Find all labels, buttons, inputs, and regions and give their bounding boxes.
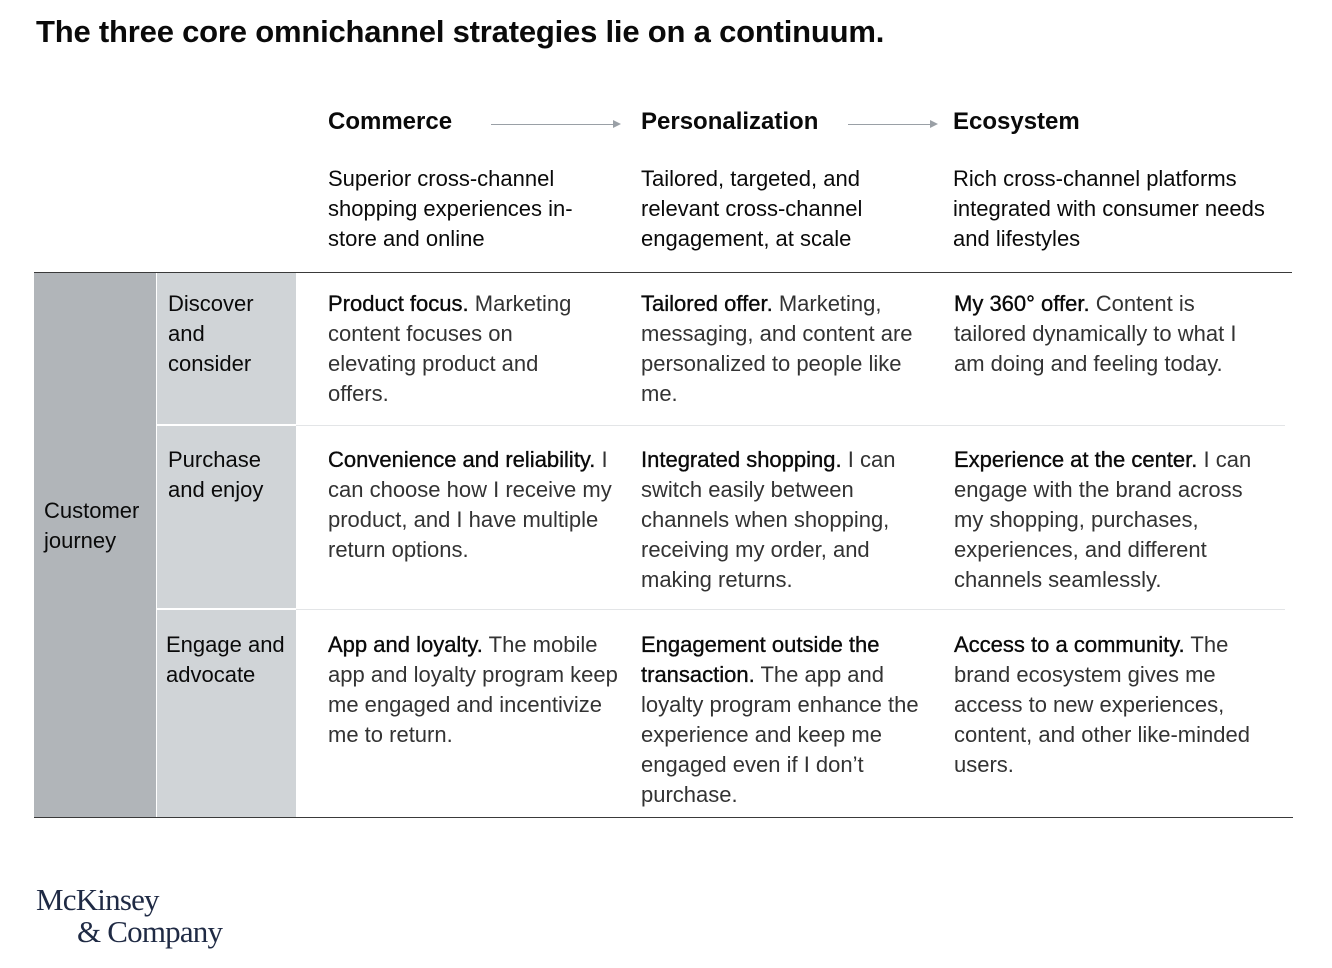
journey-band	[34, 273, 156, 817]
column-heading-ecosystem: Ecosystem	[953, 108, 1080, 135]
cell-purchase-commerce: Convenience and reliability. I can choos…	[328, 447, 612, 562]
column-description-ecosystem: Rich cross-channel platforms integrated …	[953, 166, 1265, 251]
table-bottom-rule	[34, 817, 1293, 818]
cell-discover-personalization: Tailored offer. Marketing, messaging, an…	[641, 291, 913, 406]
column-heading-commerce: Commerce	[328, 108, 453, 135]
logo-line-1: McKinsey	[36, 882, 160, 917]
column-description-commerce: Superior cross-channel shopping experien…	[328, 166, 573, 251]
cell-discover-commerce: Product focus. Marketing content focuses…	[328, 291, 572, 406]
table-top-rule	[34, 272, 1292, 273]
customer-journey-label: Customer journey	[44, 498, 140, 553]
cell-engage-ecosystem: Access to a community. The brand ecosyst…	[954, 632, 1250, 777]
stage-divider	[157, 608, 296, 610]
row-divider	[296, 425, 1285, 426]
column-heading-personalization: Personalization	[641, 108, 819, 135]
row-divider	[296, 609, 1285, 610]
column-description-personalization: Tailored, targeted, and relevant cross-c…	[641, 166, 863, 251]
cell-purchase-ecosystem: Experience at the center. I can engage w…	[954, 447, 1252, 592]
stage-label-purchase: Purchase and enjoy	[168, 447, 264, 502]
stage-band	[157, 273, 296, 817]
page-title: The three core omnichannel strategies li…	[36, 14, 885, 49]
cell-discover-ecosystem: My 360° offer. Content is tailored dynam…	[954, 291, 1237, 376]
continuum-arrow-1	[491, 120, 621, 128]
continuum-arrow-2	[848, 120, 938, 128]
stage-label-discover: Discover and consider	[168, 291, 254, 376]
stage-label-engage: Engage and advocate	[166, 632, 285, 687]
cell-engage-commerce: App and loyalty. The mobile app and loya…	[328, 632, 618, 747]
logo-line-2: & Company	[77, 914, 223, 949]
cell-engage-personalization: Engagement outside the transaction. The …	[641, 632, 919, 807]
mckinsey-logo: McKinsey & Company	[36, 882, 223, 949]
cell-purchase-personalization: Integrated shopping. I can switch easily…	[641, 447, 896, 592]
stage-divider	[157, 424, 296, 426]
